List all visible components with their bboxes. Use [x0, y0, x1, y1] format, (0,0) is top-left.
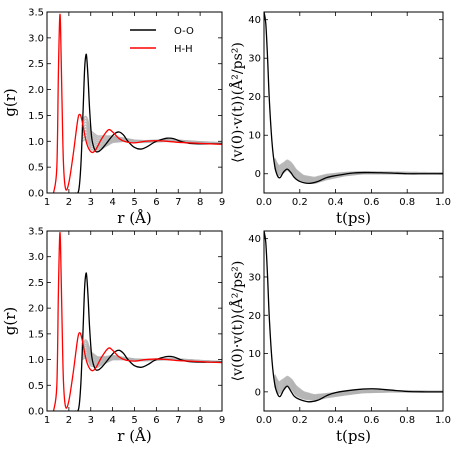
x-tick-label: 0.8 [399, 415, 415, 426]
x-tick-label: 0.4 [328, 415, 344, 426]
x-axis-label: r (Å) [117, 427, 151, 445]
y-axis-label: ⟨v(0)·v(t)⟩(Å²/ps²) [228, 261, 246, 382]
x-tick-label: 7 [175, 197, 181, 208]
y-tick-label: 0.0 [28, 189, 44, 200]
y-axis-label: ⟨v(0)·v(t)⟩(Å²/ps²) [228, 42, 246, 163]
x-tick-label: 4 [109, 197, 115, 208]
x-tick-label: 9 [219, 415, 225, 426]
x-tick-label: 6 [153, 415, 159, 426]
x-tick-label: 5 [131, 415, 137, 426]
x-tick-label: 6 [153, 197, 159, 208]
x-tick-label: 1.0 [435, 197, 451, 208]
y-tick-label: 2.0 [28, 85, 44, 96]
plot-area [52, 231, 222, 411]
legend: O-O H-H [130, 26, 194, 55]
x-tick-label: 0.0 [256, 197, 272, 208]
plot-area [264, 12, 443, 185]
reference-band-line [274, 158, 443, 179]
y-tick-label: 20 [248, 311, 261, 322]
x-tick-label: 8 [197, 415, 203, 426]
y-axis-label: g(r) [1, 88, 19, 116]
y-tick-label: 0 [255, 169, 261, 180]
y-tick-label: 3.5 [28, 8, 44, 19]
x-tick-label: 2 [66, 197, 72, 208]
axes-frame [263, 230, 444, 412]
panel-top-left: 1 2 3 4 5 6 7 8 9 0.0 0.5 1.0 1.5 2.0 2.5 3.0 3.5 r (Å) g(… [1, 8, 225, 228]
y-tick-label: 40 [248, 234, 261, 245]
axes-frame [263, 11, 444, 194]
series-line-0 [264, 12, 443, 185]
x-tick-label: 0.8 [399, 197, 415, 208]
y-tick-label: 1.5 [28, 111, 44, 122]
panel-bottom-left: 1 2 3 4 5 6 7 8 9 0.0 0.5 1.0 1.5 2.0 2.5 3.0 3.5 r (Å) g(… [1, 227, 225, 446]
legend-label-o-o: O-O [174, 26, 194, 37]
x-tick-label: 0.4 [328, 197, 344, 208]
x-tick-label: 0.6 [363, 415, 379, 426]
y-tick-label: 0 [255, 387, 261, 398]
y-tick-label: 3.5 [28, 227, 44, 238]
series-line-h-h [52, 13, 222, 193]
x-tick-label: 3 [88, 415, 94, 426]
y-tick-label: 0.5 [28, 163, 44, 174]
x-axis-label: t(ps) [336, 427, 371, 445]
x-tick-label: 1.0 [435, 415, 451, 426]
x-tick-label: 0.2 [292, 197, 308, 208]
axes-frame [46, 230, 223, 412]
panel-top-right: 0.0 0.2 0.4 0.6 0.8 1.0 0 10 20 30 40 t(ps) ⟨v(0)·v(… [228, 11, 451, 227]
y-tick-label: 0.0 [28, 407, 44, 418]
series-line-h-h [52, 231, 222, 411]
x-tick-label: 8 [197, 197, 203, 208]
y-tick-label: 40 [248, 15, 261, 26]
plot-area [264, 231, 443, 403]
x-tick-label: 0.2 [292, 415, 308, 426]
axes-frame [46, 11, 223, 194]
x-axis-label: r (Å) [117, 209, 151, 227]
x-tick-label: 9 [219, 197, 225, 208]
x-tick-label: 0.0 [256, 415, 272, 426]
x-tick-label: 7 [175, 415, 181, 426]
reference-band-line [274, 374, 443, 396]
y-tick-label: 30 [248, 54, 261, 65]
y-tick-label: 2.5 [28, 278, 44, 289]
legend-label-h-h: H-H [174, 44, 193, 55]
x-tick-label: 5 [131, 197, 137, 208]
y-tick-label: 2.0 [28, 304, 44, 315]
series-line-o-o [75, 53, 222, 193]
y-tick-label: 0.5 [28, 381, 44, 392]
x-axis-label: t(ps) [336, 209, 371, 227]
y-tick-label: 10 [248, 131, 261, 142]
x-tick-label: 0.6 [363, 197, 379, 208]
y-tick-label: 3.0 [28, 252, 44, 263]
y-tick-label: 10 [248, 349, 261, 360]
panel-bottom-right: 0.0 0.2 0.4 0.6 0.8 1.0 0 10 20 30 40 t(ps) ⟨v(0)·v(… [228, 230, 451, 445]
y-tick-label: 20 [248, 92, 261, 103]
plot-area [52, 13, 222, 193]
x-tick-label: 4 [109, 415, 115, 426]
series-line-0 [264, 231, 443, 403]
y-tick-label: 3.0 [28, 33, 44, 44]
y-axis-label: g(r) [1, 307, 19, 335]
x-tick-label: 3 [88, 197, 94, 208]
x-tick-label: 2 [66, 415, 72, 426]
x-tick-label: 1 [44, 415, 50, 426]
y-tick-label: 1.0 [28, 137, 44, 148]
y-tick-label: 30 [248, 272, 261, 283]
y-tick-label: 2.5 [28, 59, 44, 70]
y-tick-label: 1.0 [28, 355, 44, 366]
x-tick-label: 1 [44, 197, 50, 208]
y-tick-label: 1.5 [28, 329, 44, 340]
series-line-o-o [75, 272, 222, 411]
